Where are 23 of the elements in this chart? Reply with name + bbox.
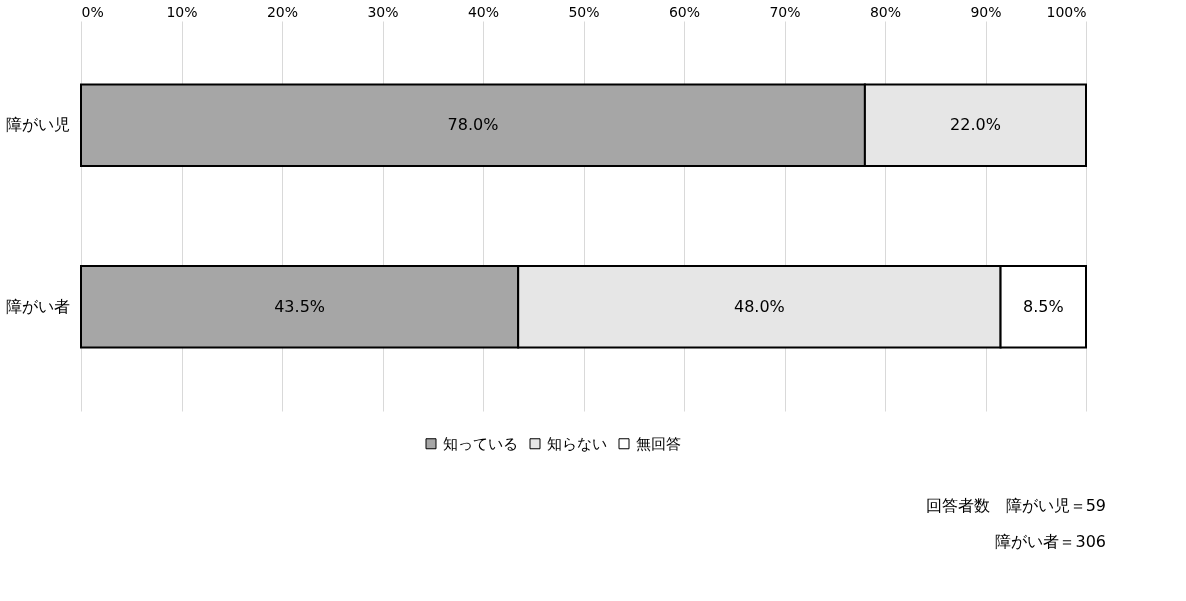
legend-label: 知らない — [546, 434, 607, 453]
x-tick-label: 100% — [1046, 3, 1087, 20]
x-tick-label: 80% — [869, 3, 902, 20]
legend-label: 無回答 — [635, 434, 681, 453]
x-tick-label: 40% — [467, 3, 500, 20]
data-label: 78.0% — [447, 115, 499, 135]
x-tick-label: 30% — [367, 3, 399, 20]
data-label: 48.0% — [733, 296, 785, 316]
y-tick-label: 障がい者 — [5, 296, 70, 316]
y-tick-label: 障がい児 — [5, 115, 70, 135]
x-tick-label: 10% — [166, 3, 198, 20]
data-label: 43.5% — [274, 296, 325, 316]
legend-label: 知っている — [442, 434, 518, 453]
x-tick-label: 90% — [970, 3, 1002, 20]
text: 回答者数 障がい児＝59 — [925, 496, 1106, 515]
x-tick-label: 60% — [668, 3, 701, 20]
x-tick-label: 0% — [81, 3, 104, 20]
x-tick-label: 70% — [769, 3, 801, 20]
data-label: 22.0% — [950, 115, 1001, 135]
x-tick-label: 50% — [568, 3, 600, 20]
x-tick-label: 20% — [266, 3, 299, 20]
data-label: 8.5% — [1022, 296, 1064, 316]
text: 障がい者＝306 — [995, 532, 1106, 551]
